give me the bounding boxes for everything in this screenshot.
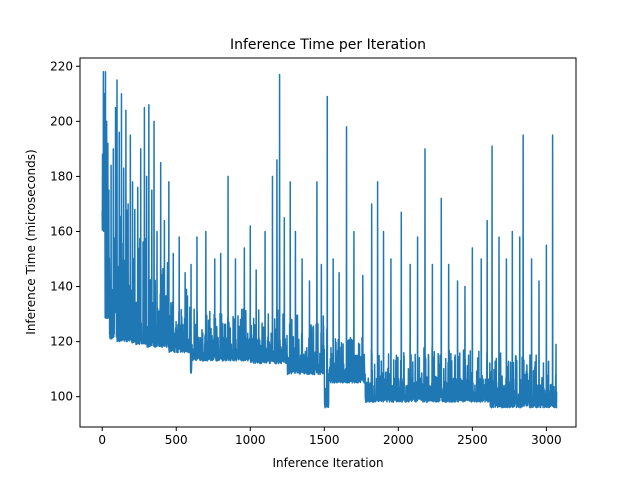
x-tick-label: 3000: [531, 433, 562, 447]
y-tick-label: 140: [50, 280, 73, 294]
x-tick-label: 0: [98, 433, 106, 447]
x-axis-label: Inference Iteration: [272, 456, 383, 470]
x-axis: 0 500 1000 1500 2000 2500 3000: [98, 427, 562, 447]
y-axis-label: Inference Time (microseconds): [24, 149, 38, 334]
y-tick-label: 160: [50, 224, 73, 238]
y-tick-label: 200: [50, 114, 73, 128]
series-line: [101, 71, 558, 409]
y-tick-label: 120: [50, 335, 73, 349]
x-tick-label: 1000: [235, 433, 266, 447]
y-axis: 100 120 140 160 180 200 220: [50, 59, 80, 404]
x-tick-label: 500: [165, 433, 188, 447]
chart-title: Inference Time per Iteration: [230, 37, 426, 53]
y-tick-label: 220: [50, 59, 73, 73]
plot-frame: [79, 57, 577, 428]
x-tick-label: 2500: [457, 433, 488, 447]
x-tick-label: 1500: [309, 433, 340, 447]
x-tick-label: 2000: [383, 433, 414, 447]
y-tick-label: 100: [50, 390, 73, 404]
y-tick-label: 180: [50, 169, 73, 183]
